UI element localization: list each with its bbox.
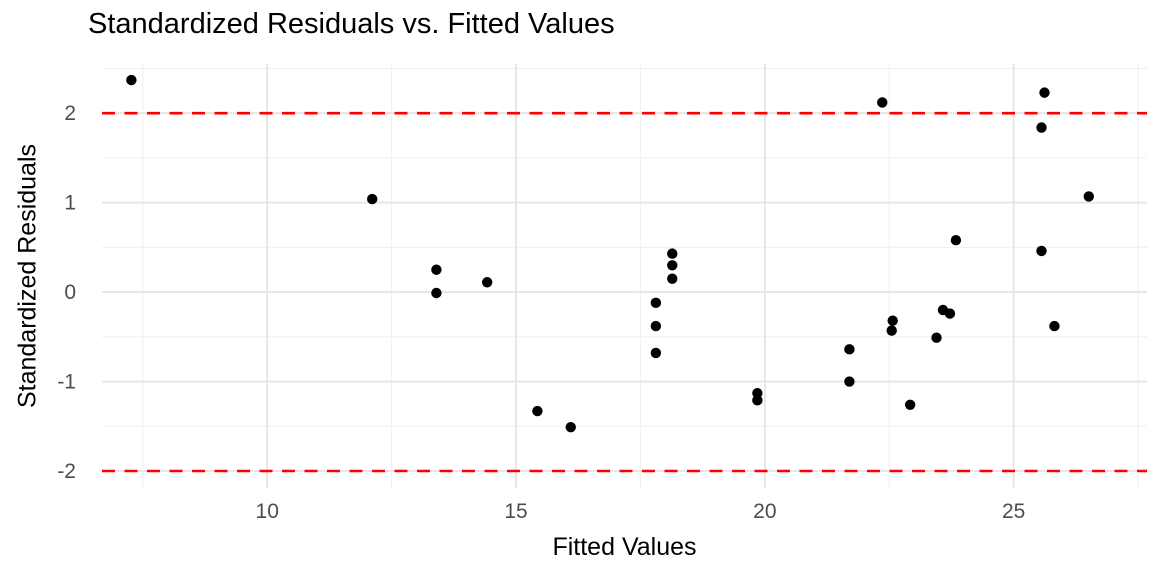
data-point (431, 264, 442, 275)
y-axis-title: Standardized Residuals (13, 143, 42, 409)
data-point (667, 273, 678, 284)
x-tick-label: 15 (504, 500, 527, 523)
data-point (126, 74, 137, 86)
data-point (1036, 122, 1047, 133)
x-tick-label: 10 (256, 500, 279, 523)
data-point (667, 248, 678, 259)
y-tick-label: -1 (57, 371, 76, 394)
chart-title: Standardized Residuals vs. Fitted Values (88, 8, 615, 40)
data-point (565, 421, 576, 433)
x-axis-title: Fitted Values (552, 533, 697, 561)
data-point (1036, 245, 1047, 257)
data-point (650, 297, 662, 309)
data-point (877, 97, 888, 108)
data-point (931, 332, 942, 343)
data-point (650, 320, 662, 332)
data-point (532, 405, 543, 417)
data-point (1049, 320, 1060, 332)
data-point (904, 399, 916, 411)
data-point (481, 277, 493, 288)
data-point (667, 260, 678, 271)
data-point (886, 325, 897, 336)
data-point (844, 344, 855, 355)
data-point (431, 287, 442, 299)
data-point (887, 315, 898, 326)
y-tick-label: 0 (64, 281, 76, 304)
y-tick-label: -2 (57, 460, 76, 483)
data-point (650, 347, 662, 359)
data-point (950, 235, 962, 246)
x-tick-label: 25 (1002, 500, 1025, 523)
data-point (944, 308, 956, 319)
data-point (367, 193, 378, 205)
y-tick-label: 1 (64, 192, 76, 215)
data-point (752, 387, 763, 399)
data-point (1083, 191, 1094, 202)
data-point (1039, 87, 1050, 98)
data-point (844, 376, 855, 387)
data-point (752, 395, 763, 406)
y-tick-label: 2 (64, 102, 76, 125)
x-tick-label: 20 (753, 500, 776, 523)
